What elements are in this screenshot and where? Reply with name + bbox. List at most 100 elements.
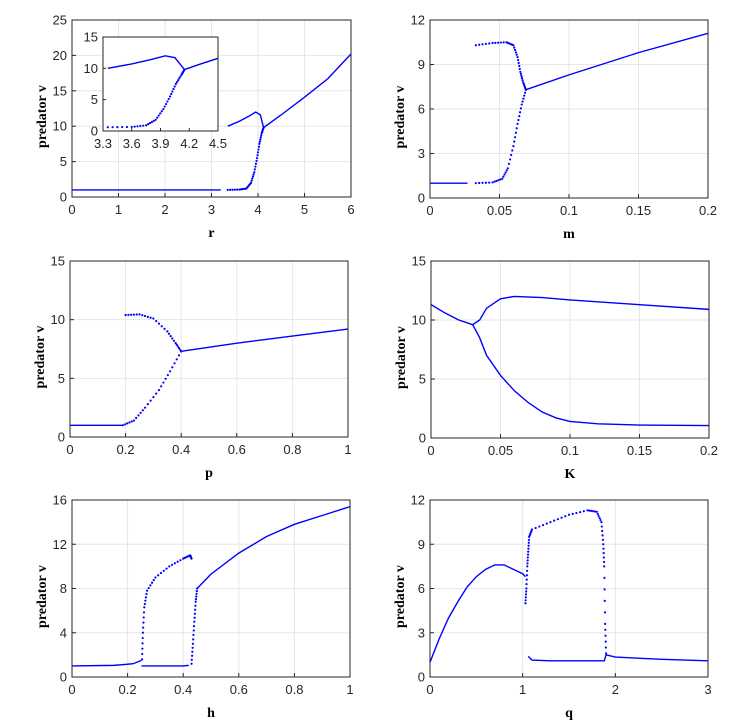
data-point <box>525 574 529 577</box>
data-point <box>163 327 166 330</box>
data-point <box>154 576 157 579</box>
data-point <box>160 325 163 328</box>
x-axis-label: h <box>207 706 215 721</box>
x-tick-label: 0 <box>68 202 75 217</box>
data-point <box>494 41 497 44</box>
data-point <box>170 92 173 96</box>
y-tick-label: 10 <box>51 312 65 327</box>
y-tick-label: 25 <box>53 13 67 28</box>
y-tick-label: 0 <box>91 124 98 139</box>
data-point <box>600 525 603 528</box>
data-point <box>258 140 261 143</box>
data-point <box>167 332 171 335</box>
data-point <box>140 658 144 661</box>
x-tick-label: 3 <box>704 682 711 697</box>
x-tick-label: 0 <box>427 443 434 458</box>
data-point <box>125 125 129 129</box>
data-point <box>596 512 599 515</box>
panel-m: 0 0.05 0.1 0.15 0.2 0 3 6 9 12 m predator v <box>393 13 717 243</box>
data-point <box>174 342 177 345</box>
data-point <box>519 72 523 76</box>
data-point <box>137 414 140 417</box>
data-point <box>516 122 519 125</box>
data-point <box>148 122 152 125</box>
data-point <box>190 557 193 560</box>
y-tick-label: 4 <box>60 625 67 640</box>
data-point <box>172 87 175 91</box>
y-tick-label: 8 <box>60 581 67 596</box>
x-tick-label: 4.5 <box>209 136 227 151</box>
x-tick-label: 0.6 <box>228 442 246 457</box>
data-point <box>168 370 172 373</box>
axis-frame <box>69 260 349 438</box>
data-point <box>141 642 144 645</box>
data-point <box>604 628 607 631</box>
series-group <box>72 53 352 192</box>
x-tick-label: 0 <box>66 442 73 457</box>
data-point <box>527 544 530 547</box>
data-point <box>506 167 509 170</box>
data-point <box>515 127 518 130</box>
data-point <box>488 42 491 45</box>
data-point <box>256 151 260 154</box>
data-point <box>259 138 262 141</box>
y-axis-label: predator v <box>35 565 50 628</box>
y-tick-label: 20 <box>53 48 67 63</box>
data-point <box>582 510 585 513</box>
data-point <box>171 337 174 340</box>
data-point <box>190 662 193 665</box>
y-tick-label: 0 <box>418 670 425 685</box>
x-tick-label: 0 <box>426 682 433 697</box>
data-point <box>564 515 567 518</box>
data-point <box>144 596 148 599</box>
data-point <box>510 153 513 157</box>
y-tick-label: 5 <box>60 154 67 169</box>
data-point <box>497 41 500 44</box>
data-point <box>520 77 524 80</box>
data-point <box>603 576 606 579</box>
data-point <box>143 314 147 318</box>
data-point <box>603 611 607 614</box>
data-point <box>516 55 519 59</box>
series-line-3 <box>525 32 709 91</box>
series-line-0 <box>71 659 142 667</box>
y-tick-label: 5 <box>91 92 98 107</box>
data-point <box>249 181 253 184</box>
data-point <box>142 124 145 127</box>
data-point <box>598 516 601 520</box>
data-point <box>141 636 144 640</box>
x-tick-label: 0.1 <box>561 443 579 458</box>
x-tick-label: 0.15 <box>627 443 652 458</box>
data-point <box>512 44 515 47</box>
data-point <box>504 171 507 174</box>
y-tick-label: 12 <box>53 537 67 552</box>
data-point <box>231 188 234 191</box>
data-point <box>521 100 524 103</box>
x-tick-label: 0.1 <box>560 203 578 218</box>
data-point <box>588 509 591 512</box>
data-point <box>229 188 232 191</box>
data-point <box>157 322 161 325</box>
data-point <box>601 538 605 541</box>
x-tick-label: 0.15 <box>626 203 651 218</box>
x-tick-label: 0 <box>426 203 433 218</box>
data-point <box>501 177 504 180</box>
data-point <box>141 314 144 317</box>
y-tick-label: 15 <box>53 83 67 98</box>
data-point <box>484 181 487 184</box>
data-point <box>175 358 178 361</box>
y-tick-label: 9 <box>418 57 425 72</box>
data-point <box>493 180 496 183</box>
data-point <box>192 633 195 637</box>
data-point <box>497 179 500 182</box>
x-tick-label: 4.2 <box>180 136 198 151</box>
data-point <box>502 41 505 44</box>
data-point <box>157 114 160 117</box>
x-tick-label: 0 <box>68 682 75 697</box>
data-point <box>595 510 598 513</box>
data-point <box>519 107 523 110</box>
data-point <box>511 149 514 152</box>
x-tick-label: 2 <box>612 682 619 697</box>
